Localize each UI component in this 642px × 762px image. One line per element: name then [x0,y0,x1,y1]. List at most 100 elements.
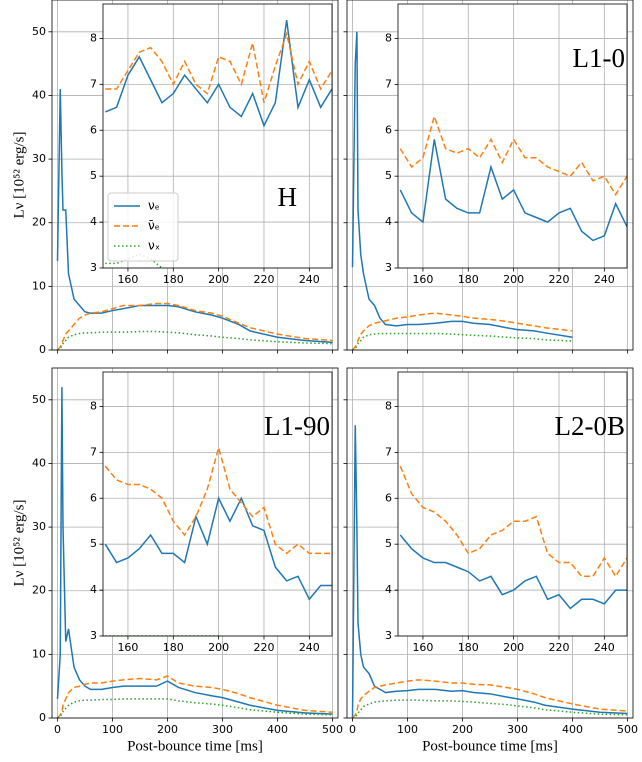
series-line [351,679,628,718]
y-tick-label: 50 [32,25,46,38]
y-tick-label: 8 [385,399,392,412]
y-tick-label: 8 [90,31,97,44]
x-tick-label: 500 [617,723,638,736]
axes-background [398,4,627,268]
x-axis-label: Post-bounce time [ms] [422,738,558,754]
x-tick-label: 0 [349,723,356,736]
y-tick-label: 3 [90,261,97,274]
x-tick-label: 300 [507,723,528,736]
y-tick-label: 7 [385,77,392,90]
x-tick-label: 200 [503,641,524,654]
y-axis-label: Lν [10⁵² erg/s] [11,131,27,218]
x-tick-label: 400 [562,723,583,736]
x-tick-label: 180 [163,273,184,286]
axes-frame [346,367,634,719]
y-tick-label: 0 [39,711,46,724]
series-line [104,496,332,601]
series-line [104,19,332,128]
y-tick-label: 20 [32,584,46,597]
x-tick-label: 220 [548,641,569,654]
legend-label: ν̄ₑ [148,219,160,233]
x-tick-label: 200 [503,273,524,286]
x-tick-label: 200 [208,273,229,286]
y-tick-label: 3 [385,629,392,642]
series-line [56,89,333,344]
series-line [56,675,333,718]
inset-axes: 160 180 200 220 240 3 4 5 6 7 8 L1-0 [385,3,628,286]
y-tick-label: 3 [385,261,392,274]
x-tick-label: 0 [54,723,61,736]
series-line [399,113,627,196]
y-tick-label: 4 [385,215,392,228]
y-tick-label: 30 [32,520,46,533]
inset-axes: 160 180 200 220 240 3 4 5 6 7 8 L2-0B [385,371,628,654]
series-line [352,332,573,350]
panel-label: L1-90 [264,411,330,441]
series-line [399,534,627,610]
y-tick-label: 4 [90,215,97,228]
plot-area [56,387,333,718]
plot-area [104,444,332,636]
series-line [105,31,332,103]
y-tick-label: 5 [90,537,97,550]
panel-label: H [278,182,298,212]
x-tick-label: 100 [397,723,418,736]
y-tick-label: 0 [39,343,46,356]
x-tick-label: 240 [594,273,615,286]
series-line [351,312,573,350]
y-tick-label: 8 [90,399,97,412]
x-tick-label: 160 [117,641,138,654]
axes-frame [397,3,628,269]
x-tick-label: 100 [102,723,123,736]
x-tick-label: 180 [163,641,184,654]
y-tick-label: 6 [90,123,97,136]
axes-frame [51,0,339,351]
x-tick-label: 220 [253,273,274,286]
x-tick-label: 200 [208,641,229,654]
series-line [351,31,573,339]
plot-area [351,425,628,718]
y-tick-label: 7 [90,77,97,90]
series-line [352,699,628,718]
x-tick-label: 180 [458,273,479,286]
y-tick-label: 20 [32,216,46,229]
y-axis-label: Lν [10⁵² erg/s] [11,499,27,586]
x-tick-label: 300 [212,723,233,736]
y-tick-label: 3 [90,629,97,642]
legend-label: νₑ [148,199,160,213]
axes-background [398,372,627,636]
y-tick-label: 4 [385,583,392,596]
x-tick-label: 200 [157,723,178,736]
x-tick-label: 240 [299,273,320,286]
plot-area [104,19,332,268]
y-tick-label: 30 [32,152,46,165]
x-tick-label: 220 [253,641,274,654]
axes-frame [102,3,333,269]
series-line [57,698,333,718]
x-tick-label: 400 [267,723,288,736]
x-tick-label: 240 [299,641,320,654]
y-tick-label: 10 [32,647,46,660]
y-tick-label: 7 [385,445,392,458]
axes-frame [102,371,333,637]
x-tick-label: 240 [594,641,615,654]
x-tick-label: 500 [322,723,343,736]
y-tick-label: 10 [32,279,46,292]
panel-label: L2-0B [555,411,626,441]
y-tick-label: 40 [32,88,46,101]
plot-area [351,31,573,350]
y-tick-label: 6 [90,491,97,504]
y-tick-label: 6 [385,123,392,136]
x-tick-label: 160 [412,641,433,654]
series-line [56,302,333,350]
legend-box [107,192,179,262]
inset-axes: 160 180 200 220 240 3 4 5 6 7 8 L1-90 [90,371,333,654]
x-tick-label: 200 [452,723,473,736]
x-tick-label: 220 [548,273,569,286]
y-tick-label: 40 [32,456,46,469]
axes-frame [346,0,634,351]
axes-frame [51,367,339,719]
plot-area [399,113,627,242]
axes-frame [397,371,628,637]
